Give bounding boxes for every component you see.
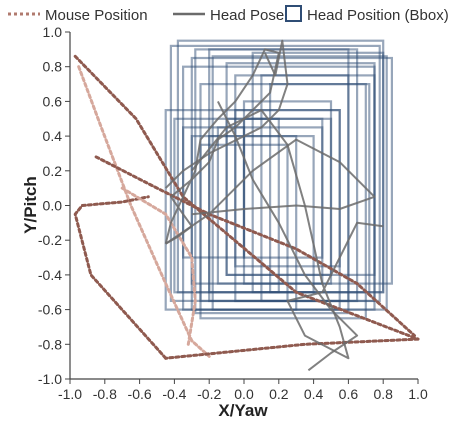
y-tick-label-6: -0.2	[38, 232, 62, 248]
bbox-rect-5	[208, 48, 359, 303]
axes-layer: -1.0 -0.8 -0.6 -0.4 -0.2 0.0 0.2 0.4 0.6 0.8 1.0 1.…	[38, 24, 428, 402]
y-tick-label-5: 0.0	[43, 198, 63, 214]
bbox-rect-23	[211, 55, 388, 311]
y-tick-label-7: -0.4	[38, 267, 62, 283]
mouse-position-segment-1	[77, 65, 211, 358]
legend-label-mouse-position: Mouse Position	[45, 7, 148, 24]
x-tick-label-6: 0.2	[269, 386, 289, 402]
head-pose-segment-2	[191, 109, 384, 360]
mouse-position-segment-4	[94, 155, 416, 338]
y-tick-label-1: 0.8	[43, 59, 63, 75]
head-pose-segment-3	[217, 100, 359, 372]
x-tick-label-4: -0.2	[197, 386, 221, 402]
legend-label-head-pose: Head Pose	[210, 7, 284, 24]
y-tick-label-9: -0.8	[38, 336, 62, 352]
x-tick-label-1: -0.8	[93, 386, 117, 402]
x-tick-label-3: -0.4	[162, 386, 186, 402]
pose-layer	[164, 39, 384, 372]
y-axis-label: Y/Pitch	[21, 176, 40, 234]
y-tick-label-3: 0.4	[43, 128, 63, 144]
mouse-layer	[73, 54, 420, 360]
bbox-rect-22	[194, 48, 350, 315]
plot-area: -1.0 -0.8 -0.6 -0.4 -0.2 0.0 0.2 0.4 0.6 0.8 1.0 1.…	[38, 24, 428, 402]
mouse-position-segment-3	[73, 195, 168, 360]
x-tick-label-2: -0.6	[128, 386, 152, 402]
x-tick-label-8: 0.6	[339, 386, 359, 402]
y-tick-label-4: 0.2	[43, 163, 63, 179]
legend-swatch-head-position-bbox	[285, 5, 302, 22]
x-tick-label-5: 0.0	[234, 386, 254, 402]
y-tick-label-8: -0.6	[38, 302, 62, 318]
mouse-position-segment-2	[164, 337, 420, 360]
legend-label-head-position-bbox: Head Position (Bbox)	[307, 7, 449, 24]
y-tick-label-2: 0.6	[43, 93, 63, 109]
legend: Mouse Position Head Pose Head Position (…	[8, 5, 449, 24]
mouse-position-segment-5	[120, 186, 197, 346]
head-pose-segment-4	[164, 39, 289, 189]
bbox-rect-19	[242, 117, 324, 259]
x-tick-label-9: 0.8	[373, 386, 393, 402]
y-tick-label-0: 1.0	[43, 24, 63, 40]
bbox-rect-9	[251, 51, 385, 294]
x-tick-label-7: 0.4	[304, 386, 324, 402]
x-tick-label-10: 1.0	[408, 386, 428, 402]
x-axis-label: X/Yaw	[218, 401, 268, 420]
x-tick-label-0: -1.0	[58, 386, 82, 402]
y-tick-label-10: -1.0	[38, 371, 62, 387]
